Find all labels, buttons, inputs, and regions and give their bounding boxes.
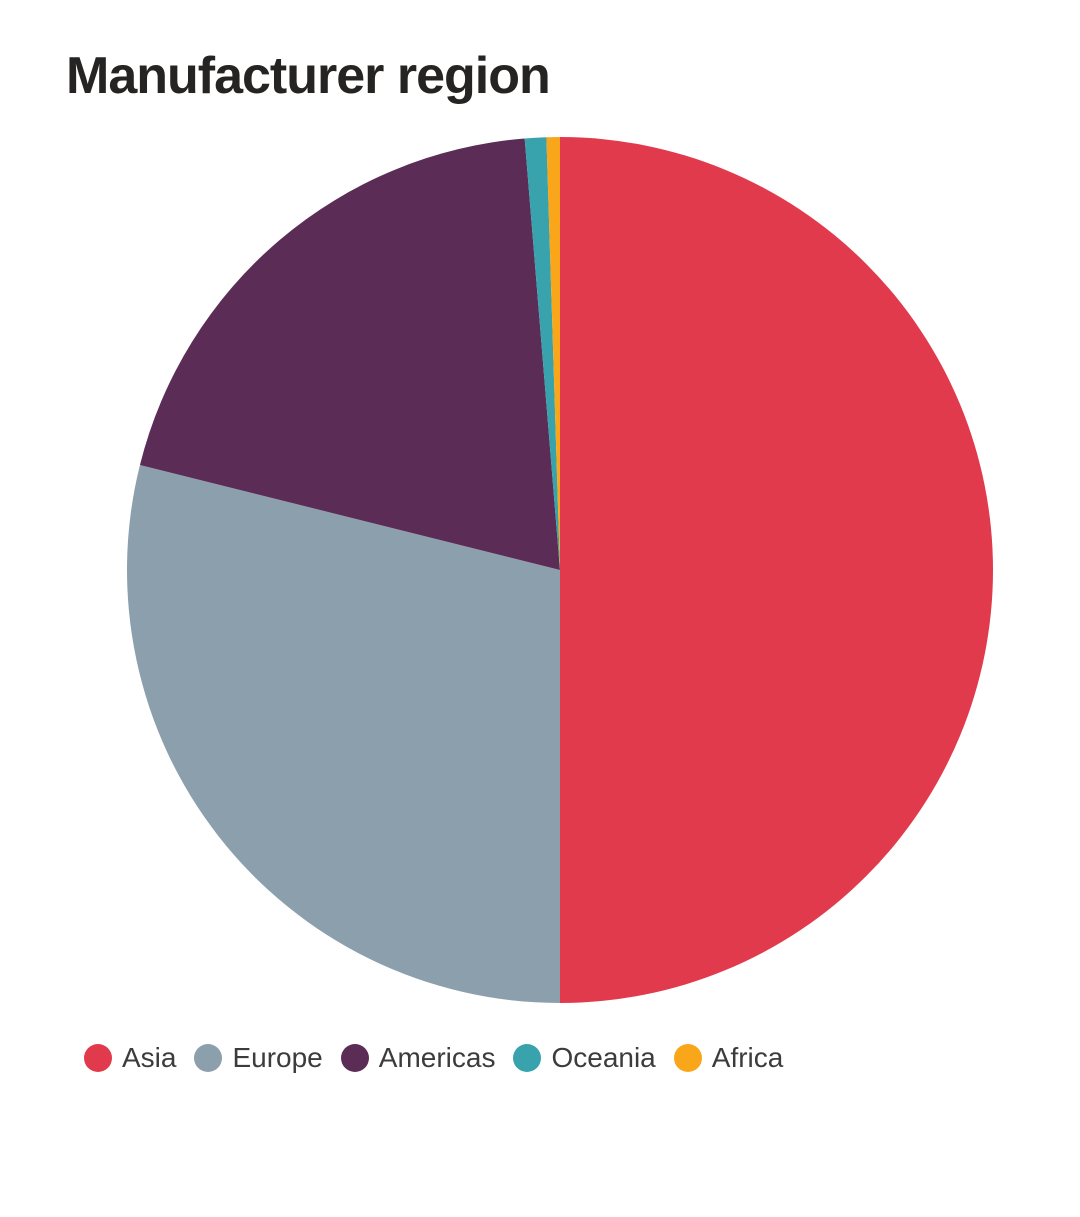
legend: Asia Europe Americas Oceania Africa <box>84 1044 783 1072</box>
legend-item-asia[interactable]: Asia <box>84 1044 176 1072</box>
pie-slice-oceania[interactable] <box>524 137 560 570</box>
legend-item-oceania[interactable]: Oceania <box>513 1042 656 1073</box>
legend-swatch-icon <box>340 1044 369 1072</box>
legend-item-europe[interactable]: Europe <box>194 1042 323 1073</box>
pie-slice-europe[interactable] <box>127 464 560 1003</box>
legend-swatch-icon <box>84 1044 112 1072</box>
legend-swatch-icon <box>673 1044 702 1072</box>
legend-label: Asia <box>122 1042 177 1073</box>
legend-item-americas[interactable]: Americas <box>340 1042 496 1073</box>
legend-label: Oceania <box>551 1042 656 1073</box>
legend-label: Americas <box>378 1042 496 1073</box>
legend-swatch-icon <box>194 1044 223 1072</box>
chart-title: Manufacturer region <box>66 47 551 105</box>
pie-slice-africa[interactable] <box>546 137 560 570</box>
legend-label: Africa <box>711 1042 784 1073</box>
legend-swatch-icon <box>513 1044 542 1072</box>
pie-slice-asia[interactable] <box>560 137 993 1003</box>
legend-label: Europe <box>232 1042 323 1073</box>
pie-slice-americas[interactable] <box>139 138 560 570</box>
pie-chart <box>127 137 993 1003</box>
legend-item-africa[interactable]: Africa <box>673 1042 784 1073</box>
